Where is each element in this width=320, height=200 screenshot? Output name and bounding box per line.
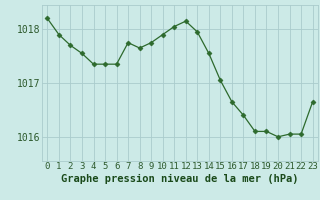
X-axis label: Graphe pression niveau de la mer (hPa): Graphe pression niveau de la mer (hPa) xyxy=(61,174,299,184)
